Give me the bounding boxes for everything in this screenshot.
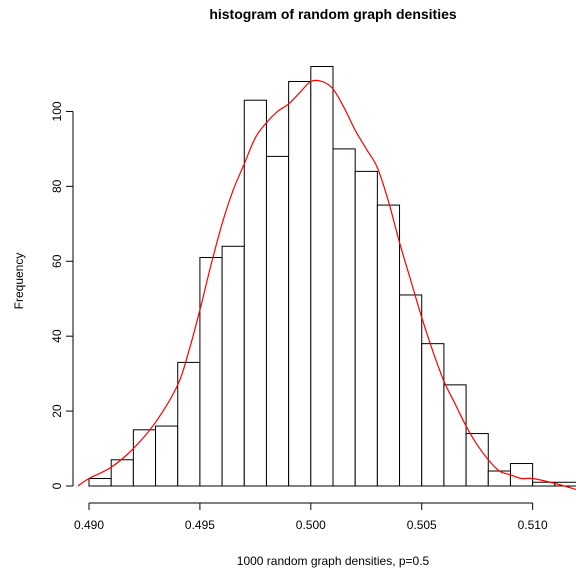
y-axis: 0 20 40 60 80 100 [50, 101, 74, 489]
histogram-bar [421, 343, 445, 487]
x-tick-label: 0.495 [185, 518, 215, 532]
histogram-bar [221, 245, 245, 487]
x-tick-label: 0.510 [518, 518, 548, 532]
histogram-bar [399, 294, 423, 487]
histogram-bar [465, 433, 489, 487]
histogram-bar [132, 429, 157, 487]
histogram-bar [332, 148, 356, 487]
density-curve [77, 79, 576, 491]
x-axis: 0.490 0.495 0.500 0.505 0.510 [74, 502, 548, 532]
y-tick-label: 20 [50, 404, 64, 418]
histogram-bar [443, 384, 467, 487]
histogram-bar [265, 155, 290, 487]
histogram-bar [199, 257, 223, 487]
histogram-bar [155, 425, 179, 487]
y-tick-label: 80 [50, 179, 64, 193]
y-axis-label: Frequency [12, 253, 26, 310]
x-tick-label: 0.505 [407, 518, 437, 532]
histogram-bar [376, 204, 401, 487]
histogram-bar [310, 66, 334, 487]
y-tick-label: 100 [50, 101, 64, 121]
bars [88, 66, 576, 487]
histogram-bar [354, 170, 378, 487]
y-tick-label: 0 [50, 482, 64, 489]
histogram-bar [509, 463, 534, 487]
histogram-bar [243, 99, 267, 487]
x-tick-label: 0.500 [296, 518, 326, 532]
histogram-bar [88, 478, 112, 487]
histogram-bar [177, 361, 201, 487]
density-curve-layer [77, 79, 576, 491]
y-tick-label: 60 [50, 254, 64, 268]
y-tick-label: 40 [50, 329, 64, 343]
x-tick-label: 0.490 [74, 518, 104, 532]
x-axis-label: 1000 random graph densities, p=0.5 [237, 554, 430, 568]
chart-title: histogram of random graph densities [209, 6, 457, 22]
histogram-bar [110, 459, 134, 487]
histogram-bar [288, 80, 312, 487]
